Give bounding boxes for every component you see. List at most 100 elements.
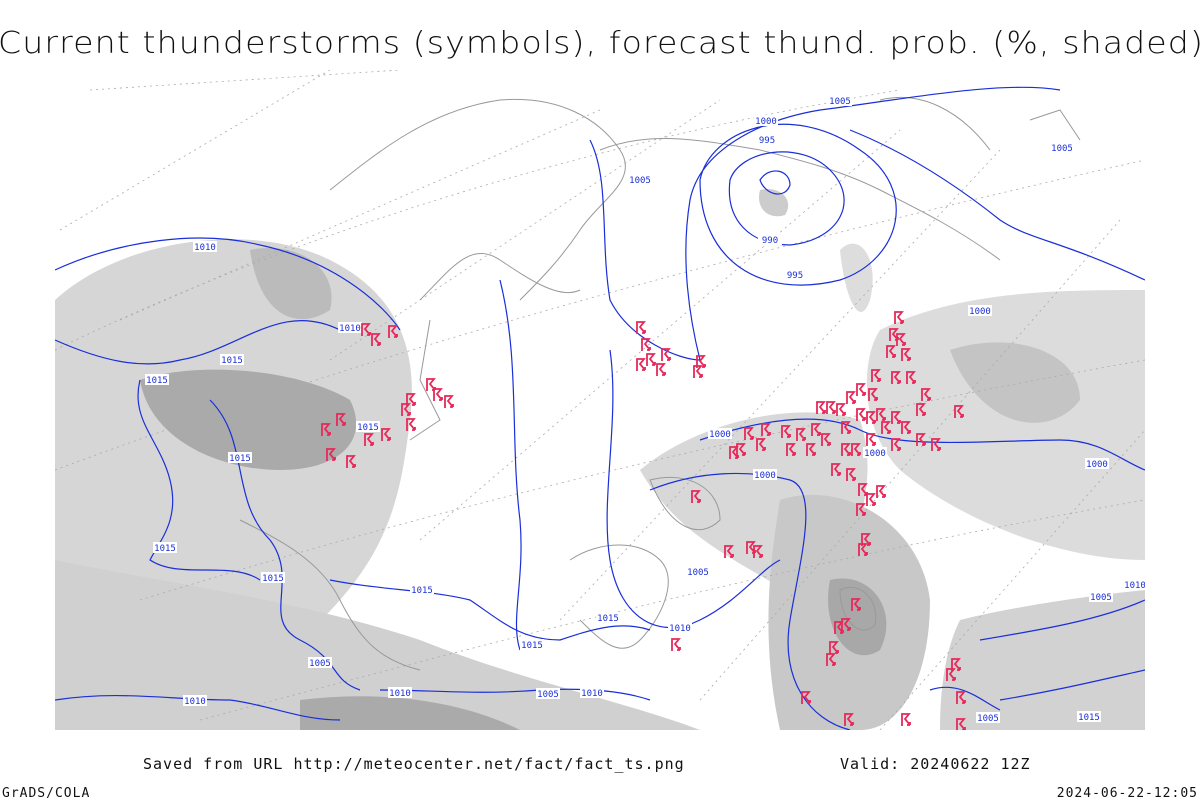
map-title: Current thunderstorms (symbols), forecas…: [0, 26, 1200, 61]
thunderstorm-symbol: [841, 421, 851, 434]
thunderstorm-symbol: [916, 403, 926, 416]
label-bg: [628, 174, 652, 185]
graticule: [55, 70, 1145, 730]
thunderstorm-symbol: [401, 403, 411, 416]
thunderstorm-symbol: [826, 401, 836, 414]
map-area: 1010 1010 1015 1015 1015 1015 1015 1015 1015 1015…: [55, 70, 1146, 730]
isobar-label: 1010: [339, 324, 361, 334]
thunderstorm-symbol: [756, 438, 766, 451]
isobar-label: 1015: [521, 641, 543, 651]
label-bg: [708, 428, 732, 439]
thunderstorm-symbol: [841, 443, 851, 456]
label-bg: [686, 566, 710, 577]
isobar-label: 1010: [389, 689, 411, 699]
thunderstorm-symbol: [956, 718, 966, 730]
thunderstorm-symbol: [866, 433, 876, 446]
thunderstorm-symbol: [921, 388, 931, 401]
thunderstorm-symbol: [858, 543, 868, 556]
thunderstorm-symbol: [691, 490, 701, 503]
thunderstorm-symbol: [786, 443, 796, 456]
thunderstorm-symbol: [881, 421, 891, 434]
thunderstorm-symbol: [868, 388, 878, 401]
thunderstorm-symbol: [406, 393, 416, 406]
label-bg: [754, 115, 778, 126]
thunderstorm-symbol: [851, 598, 861, 611]
thunderstorm-symbol: [361, 323, 371, 336]
thunderstorm-symbol: [761, 423, 771, 436]
isobar-labels: 1010 1010 1015 1015 1015 1015 1015 1015 1015 1015…: [145, 95, 1146, 724]
label-bg: [261, 572, 285, 583]
label-bg: [755, 134, 779, 145]
thunderstorm-symbol: [891, 371, 901, 384]
label-bg: [828, 95, 852, 106]
isobar-label: 1010: [194, 243, 216, 253]
thunderstorm-symbol: [811, 423, 821, 436]
thunderstorm-symbol: [636, 358, 646, 371]
thunderstorm-symbol: [371, 333, 381, 346]
thunderstorm-symbol: [671, 638, 681, 651]
thunderstorm-symbol: [901, 713, 911, 726]
thunderstorm-symbol: [846, 391, 856, 404]
isobar-label: 1015: [411, 586, 433, 596]
thunderstorm-symbol: [641, 338, 651, 351]
thunderstorm-symbol: [954, 405, 964, 418]
label-bg: [668, 622, 692, 633]
isobar-label: 1000: [969, 307, 991, 317]
label-bg: [783, 269, 807, 280]
isobar-label: 1005: [537, 690, 559, 700]
isobar-label: 1000: [1086, 460, 1108, 470]
thunderstorm-symbol: [876, 485, 886, 498]
thunderstorm-symbol: [856, 383, 866, 396]
isobar-label: 1005: [977, 714, 999, 724]
thunderstorm-symbol: [729, 446, 739, 459]
thunderstorm-symbol: [656, 363, 666, 376]
thunderstorm-symbol: [956, 691, 966, 704]
isobar-label: 1010: [1124, 581, 1146, 591]
isobar-label: 1005: [687, 568, 709, 578]
thunderstorm-symbol: [901, 348, 911, 361]
thunderstorm-symbol: [866, 411, 876, 424]
label-bg: [758, 234, 782, 245]
label-bg: [388, 687, 412, 698]
thunderstorm-symbol: [661, 348, 671, 361]
thunderstorm-symbol: [894, 311, 904, 324]
isobar-label: 1015: [357, 423, 379, 433]
storm-symbols: [321, 311, 966, 730]
label-bg: [596, 612, 620, 623]
label-bg: [1077, 711, 1101, 722]
isobar-label: 1010: [184, 697, 206, 707]
label-bg: [536, 688, 560, 699]
thunderstorm-symbol: [696, 355, 706, 368]
isobar-label: 1005: [829, 97, 851, 107]
thunderstorm-symbol: [826, 653, 836, 666]
thunderstorm-symbol: [381, 428, 391, 441]
thunderstorm-symbol: [829, 641, 839, 654]
thunderstorm-symbol: [906, 371, 916, 384]
thunderstorm-symbol: [834, 621, 844, 634]
thunderstorm-symbol: [831, 463, 841, 476]
isobar-label: 1000: [709, 430, 731, 440]
label-bg: [1123, 579, 1145, 590]
isobar-label: 1000: [864, 449, 886, 459]
label-bg: [580, 687, 604, 698]
thunderstorm-symbol: [346, 455, 356, 468]
isobar-label: 1005: [629, 176, 651, 186]
shading: [55, 189, 1145, 730]
thunderstorm-symbol: [891, 411, 901, 424]
isobar-label: 1005: [309, 659, 331, 669]
label-bg: [356, 421, 380, 432]
isobar-label: 1005: [1090, 593, 1112, 603]
isobar-label: 1015: [154, 544, 176, 554]
isobar-label: 995: [759, 136, 775, 146]
thunderstorm-symbol: [891, 438, 901, 451]
thunderstorm-symbol: [876, 408, 886, 421]
thunderstorm-symbol: [896, 333, 906, 346]
thunderstorm-symbol: [931, 438, 941, 451]
isobar-label: 1000: [755, 117, 777, 127]
thunderstorm-symbol: [744, 427, 754, 440]
isobar-label: 1015: [146, 376, 168, 386]
isobar-label: 995: [787, 271, 803, 281]
label-bg: [1085, 458, 1109, 469]
credit: GrADS/COLA: [2, 786, 90, 800]
